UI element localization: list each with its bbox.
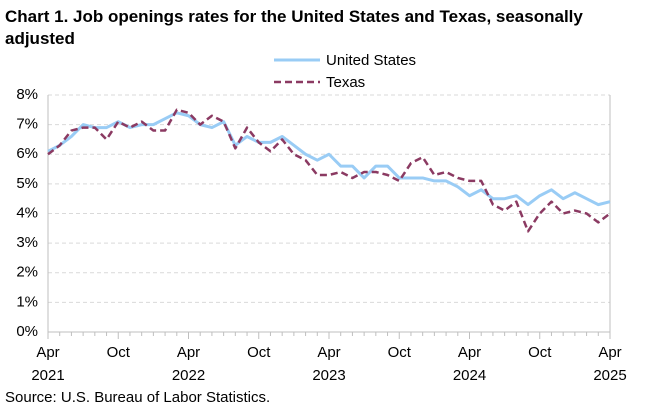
legend-label: Texas [326, 74, 365, 91]
series-line-united-states [47, 111, 611, 207]
x-tick-year-label: 2023 [312, 367, 345, 384]
y-axis: 0% 1% 2% 3% 4% 5% 6% 7% 8% [16, 86, 611, 340]
y-tick-label: 0% [16, 323, 38, 340]
y-tick-label: 1% [16, 293, 38, 310]
gridlines [48, 94, 610, 303]
series-lines [47, 108, 611, 233]
x-tick-year-label: 2024 [453, 367, 486, 384]
x-tick-label: Oct [247, 344, 271, 361]
x-axis: Apr 2021 Oct Apr 2022 Oct Apr 2023 Oct Apr 2024 Oct… [31, 331, 627, 384]
x-tick-label: Oct [528, 344, 552, 361]
x-tick-label: Apr [177, 344, 200, 361]
x-tick-year-label: 2022 [172, 367, 205, 384]
chart-title: Chart 1. Job openings rates for the Unit… [5, 7, 583, 48]
x-tick-label: Apr [598, 344, 621, 361]
y-tick-label: 8% [16, 86, 38, 103]
y-tick-label: 3% [16, 234, 38, 251]
x-tick-label: Oct [107, 344, 131, 361]
source-note: Source: U.S. Bureau of Labor Statistics. [5, 389, 271, 406]
series-line-texas [47, 108, 611, 233]
y-tick-label: 6% [16, 145, 38, 162]
x-tick-label: Apr [317, 344, 340, 361]
legend-label: United States [326, 52, 416, 69]
y-tick-label: 5% [16, 175, 38, 192]
y-tick-label: 4% [16, 204, 38, 221]
x-tick-label: Apr [458, 344, 481, 361]
x-tick-label: Oct [388, 344, 412, 361]
x-tick-year-label: 2021 [31, 367, 64, 384]
x-tick-year-label: 2025 [593, 367, 626, 384]
legend: United States Texas [274, 52, 416, 91]
y-tick-label: 2% [16, 264, 38, 281]
y-tick-label: 7% [16, 116, 38, 133]
x-tick-label: Apr [36, 344, 59, 361]
